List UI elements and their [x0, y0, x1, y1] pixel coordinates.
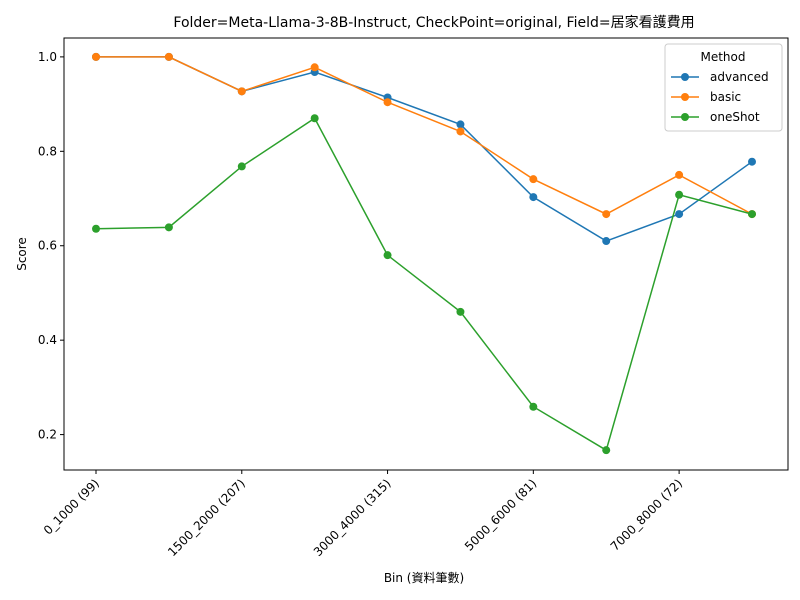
data-point-basic	[675, 170, 684, 179]
x-tick-label: 0_1000 (99)	[41, 476, 102, 537]
data-point-basic	[383, 98, 392, 107]
series-advanced	[92, 52, 756, 246]
legend-swatch-marker	[681, 93, 689, 101]
x-axis: 0_1000 (99) 1500_2000 (207) 3000_4000 (315…	[41, 470, 685, 559]
legend-entry-basic: basic	[671, 90, 741, 104]
data-point-oneShot	[748, 210, 756, 219]
legend-label: basic	[710, 90, 741, 104]
x-tick-label: 5000_6000 (81)	[462, 476, 539, 553]
legend-box	[664, 43, 783, 132]
y-axis-label: Score	[15, 237, 29, 271]
x-tick-label: 1500_2000 (207)	[165, 476, 248, 559]
x-axis-label: Bin (資料筆數)	[384, 571, 464, 585]
plot-frame	[63, 37, 789, 471]
series-line-basic	[96, 56, 753, 215]
legend-title: Method	[700, 50, 745, 64]
data-point-advanced	[529, 193, 538, 202]
plot-area	[92, 52, 756, 455]
y-tick-label: 0.4	[38, 333, 57, 347]
data-point-oneShot	[383, 251, 392, 260]
legend-entry-oneShot: oneShot	[671, 110, 760, 124]
x-tick-label: 3000_4000 (315)	[311, 476, 394, 559]
data-point-basic	[602, 210, 611, 219]
x-tick-label: 7000_8000 (72)	[608, 476, 685, 553]
y-tick-label: 0.8	[38, 144, 57, 158]
data-point-advanced	[456, 120, 465, 129]
y-axis: 0.2 0.4 0.6 0.8 1.0	[38, 50, 64, 442]
legend-entry-advanced: advanced	[671, 70, 769, 84]
y-tick-label: 0.6	[38, 239, 57, 253]
data-point-oneShot	[456, 307, 465, 316]
data-point-basic	[92, 52, 100, 61]
data-point-advanced	[748, 157, 756, 166]
data-point-basic	[237, 87, 246, 96]
series-basic	[92, 52, 756, 219]
legend-label: advanced	[710, 70, 769, 84]
data-point-oneShot	[675, 190, 684, 199]
series-oneShot	[92, 114, 756, 455]
legend-swatch-marker	[681, 73, 689, 81]
data-point-basic	[456, 127, 465, 136]
data-point-oneShot	[602, 446, 611, 455]
data-point-oneShot	[529, 402, 538, 411]
data-point-oneShot	[92, 224, 100, 233]
data-point-oneShot	[164, 223, 173, 232]
data-point-basic	[164, 52, 173, 61]
data-point-basic	[310, 63, 319, 72]
legend-label: oneShot	[710, 110, 760, 124]
data-point-basic	[529, 175, 538, 184]
series-line-oneShot	[95, 117, 753, 452]
y-tick-label: 0.2	[38, 428, 57, 442]
data-point-oneShot	[310, 114, 319, 123]
data-point-oneShot	[237, 162, 246, 171]
legend-swatch-marker	[681, 113, 689, 121]
legend: Method advanced basic oneShot	[664, 43, 783, 132]
data-point-advanced	[602, 237, 611, 246]
y-tick-label: 1.0	[38, 50, 57, 64]
series-line-advanced	[96, 56, 753, 242]
data-point-advanced	[675, 210, 684, 219]
chart-title: Folder=Meta-Llama-3-8B-Instruct, CheckPo…	[173, 14, 694, 31]
